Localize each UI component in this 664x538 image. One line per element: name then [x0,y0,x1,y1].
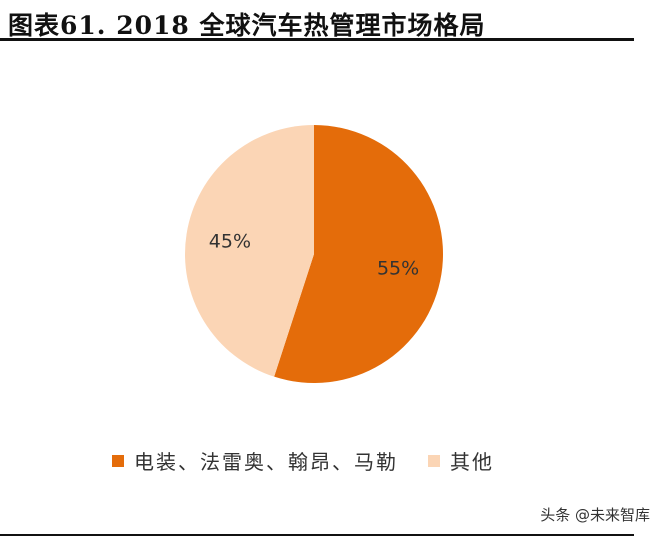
chart-legend: 电装、法雷奥、翰昂、马勒 其他 [112,446,524,475]
legend-item-major-suppliers: 电装、法雷奥、翰昂、马勒 [112,446,398,475]
pie-slice-others [185,125,314,377]
watermark-text: 头条 @未来智库 [540,506,650,524]
title-rule [0,38,634,41]
pie-label-major-suppliers: 55% [377,257,419,279]
page-title: 图表61. 2018 全球汽车热管理市场格局 [8,11,486,40]
legend-item-others: 其他 [428,446,494,475]
legend-swatch-others [428,454,440,467]
pie-slice-major-suppliers [274,125,443,383]
legend-swatch-major-suppliers [112,454,124,467]
bottom-rule [0,534,634,536]
legend-label-major-suppliers: 电装、法雷奥、翰昂、马勒 [134,450,398,474]
legend-label-others: 其他 [450,450,494,474]
pie-label-others: 45% [209,231,251,253]
